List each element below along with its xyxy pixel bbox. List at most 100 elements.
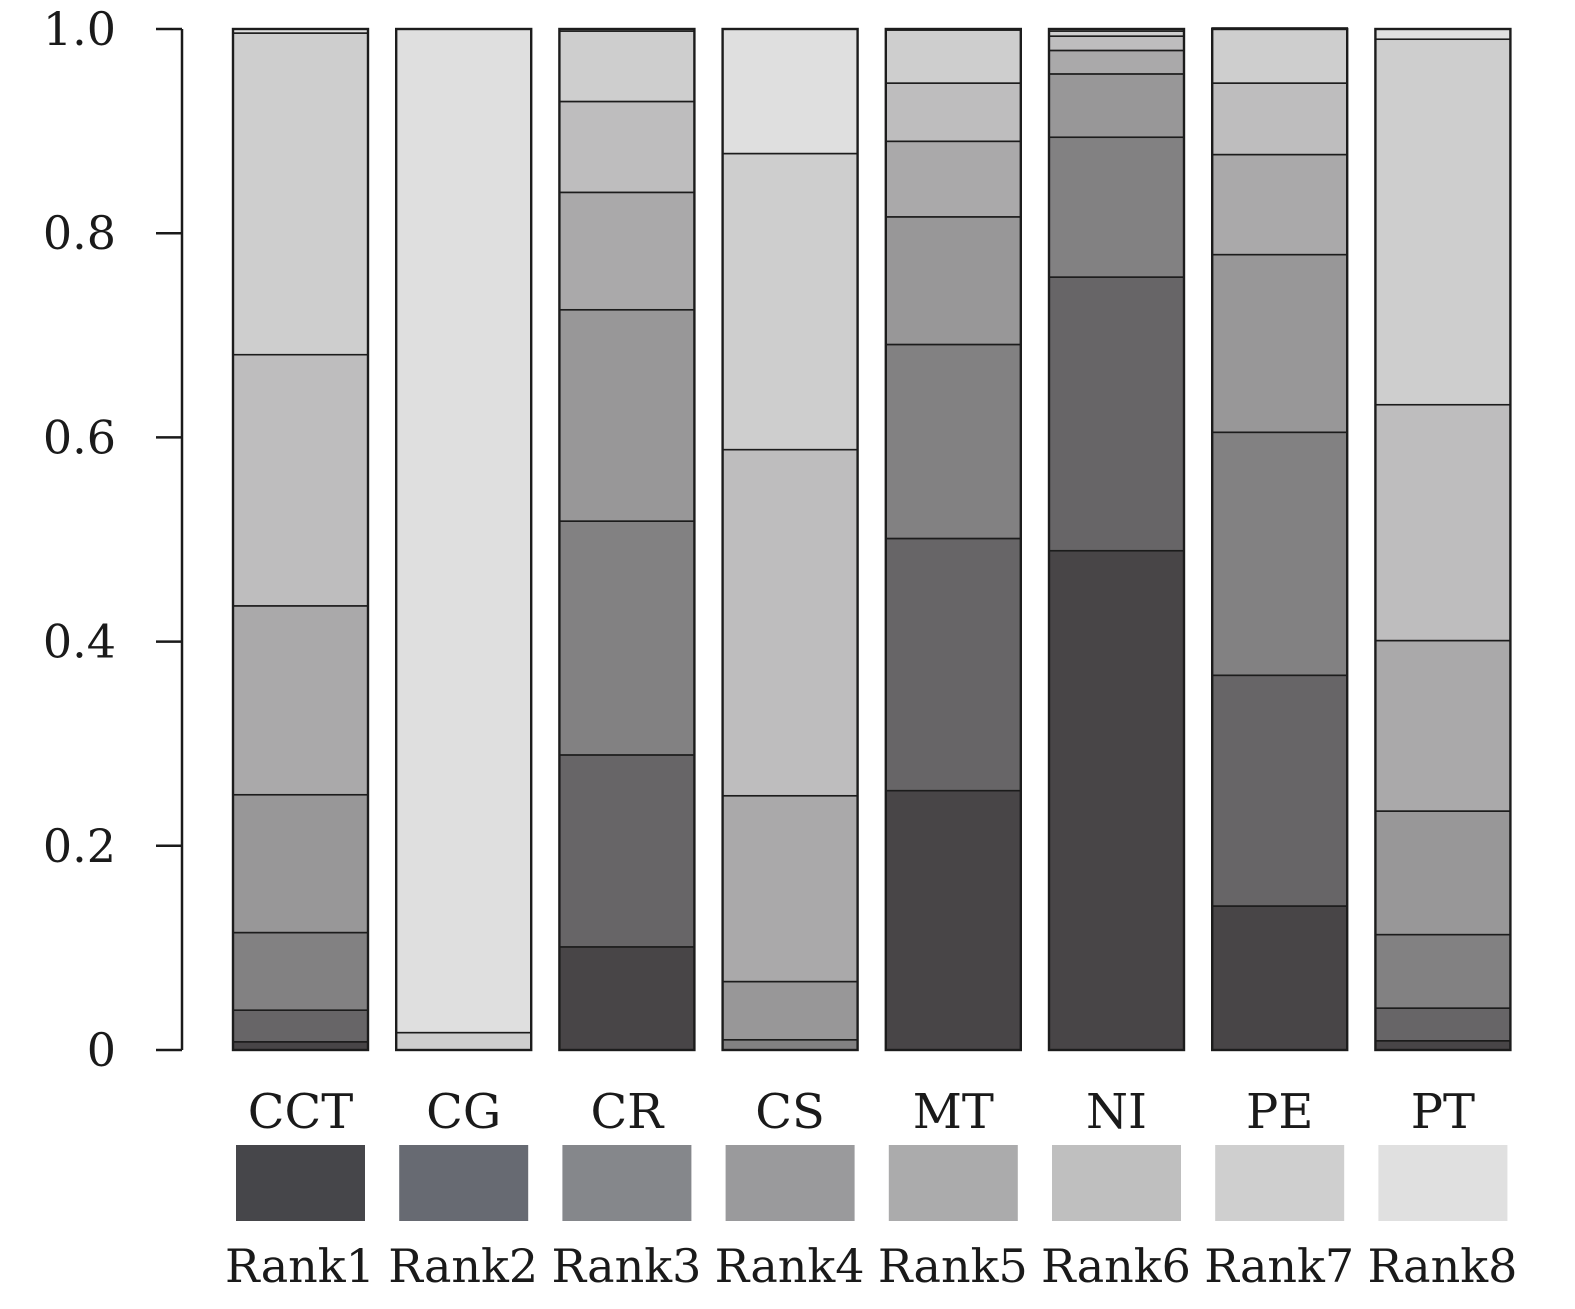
y-tick-label: 0.8 — [43, 206, 116, 260]
bar-segment-mt-rank1 — [884, 789, 1022, 1051]
bar-segment-cg-rank7 — [395, 1031, 533, 1051]
bar-segment-cct-rank3 — [232, 931, 369, 1011]
bar-segment-pe-rank6 — [1211, 82, 1348, 156]
bar-segment-cs-rank3 — [721, 1038, 859, 1051]
bar-group-ni — [1047, 27, 1186, 1052]
bar-segment-cr-rank1 — [558, 946, 696, 1051]
bar-segment-pt-rank3 — [1374, 933, 1512, 1009]
bar-segment-pe-rank1 — [1211, 905, 1348, 1051]
x-tick-labels: CCT CG CR CS MT NI PE PT — [248, 1084, 1475, 1140]
bar-outline — [558, 27, 696, 1052]
bar-group-cr — [558, 27, 696, 1052]
bar-segment-cct-rank6 — [232, 353, 369, 607]
y-tick-label: 0.4 — [43, 615, 116, 669]
legend-label: Rank6 — [1041, 1239, 1191, 1293]
bar-segment-pt-rank7 — [1374, 38, 1512, 406]
bar-segment-cs-rank6 — [721, 448, 859, 797]
y-tick-label: 1.0 — [43, 2, 116, 56]
bars — [231, 27, 1512, 1052]
bar-segment-cct-rank5 — [232, 605, 369, 796]
y-axis: 0 0.2 0.4 0.6 0.8 1.0 — [43, 2, 184, 1077]
bar-segment-pt-rank8 — [1374, 28, 1512, 41]
bar-group-mt — [884, 27, 1022, 1052]
x-tick-label: CG — [426, 1084, 501, 1140]
bar-outline — [395, 27, 533, 1052]
bar-segment-cs-rank4 — [721, 980, 859, 1041]
bar-segment-cct-rank2 — [232, 1009, 369, 1043]
bar-segment-cct-rank1 — [232, 1041, 369, 1051]
legend-label: Rank8 — [1367, 1239, 1517, 1293]
bar-segment-cr-rank5 — [558, 191, 696, 311]
legend-label: Rank2 — [388, 1239, 538, 1293]
legend-label: Rank3 — [551, 1239, 701, 1293]
bar-segment-pt-rank5 — [1374, 639, 1512, 812]
bar-group-cct — [231, 27, 370, 1052]
y-tick-label: 0 — [87, 1023, 116, 1077]
bar-segment-mt-rank6 — [884, 82, 1022, 143]
x-tick-label: PT — [1411, 1084, 1475, 1140]
bar-segment-mt-rank7 — [884, 29, 1022, 84]
legend-label: Rank7 — [1204, 1239, 1354, 1293]
bar-segment-pt-rank2 — [1374, 1007, 1512, 1042]
x-tick-label: PE — [1246, 1084, 1313, 1140]
x-tick-label: CCT — [248, 1084, 353, 1140]
bar-segment-ni-rank1 — [1048, 549, 1185, 1051]
bar-segment-cct-rank7 — [232, 32, 369, 356]
bar-outline — [884, 27, 1022, 1052]
bar-segment-pt-rank6 — [1374, 403, 1512, 642]
legend-swatch — [1052, 1145, 1181, 1221]
legend-swatch — [399, 1145, 529, 1221]
bar-segment-cr-rank6 — [558, 100, 696, 194]
bar-segment-cr-rank7 — [558, 30, 696, 103]
bar-segment-mt-rank5 — [884, 140, 1022, 218]
bar-segment-cs-rank7 — [721, 152, 859, 451]
bar-group-cs — [721, 27, 859, 1052]
bar-outline — [1047, 27, 1186, 1052]
bar-segment-cs-rank8 — [721, 28, 859, 155]
legend-swatch — [1215, 1145, 1345, 1221]
bar-group-pt — [1374, 27, 1512, 1052]
bar-segment-pt-rank1 — [1374, 1040, 1512, 1051]
legend-swatch — [725, 1145, 855, 1221]
bar-outline — [231, 27, 370, 1052]
legend-label: Rank1 — [225, 1239, 375, 1293]
legend: Rank1 Rank2 Rank3 Rank4 Rank5 Rank6 Rank7 Rank8 — [225, 1145, 1517, 1293]
bar-segment-pt-rank4 — [1374, 810, 1512, 936]
bar-segment-ni-rank4 — [1048, 73, 1185, 139]
bar-outline — [1374, 27, 1512, 1052]
bar-segment-cct-rank4 — [232, 793, 369, 934]
y-tick-label: 0.2 — [43, 819, 116, 873]
bar-segment-pe-rank3 — [1211, 431, 1348, 677]
bar-segment-cr-rank2 — [558, 754, 696, 948]
bar-segment-ni-rank3 — [1048, 136, 1185, 278]
legend-swatch — [1378, 1145, 1508, 1221]
x-tick-label: NI — [1086, 1084, 1147, 1140]
bar-segment-pe-rank4 — [1211, 253, 1348, 434]
x-tick-label: CR — [590, 1084, 665, 1140]
bar-group-pe — [1210, 27, 1349, 1052]
bar-segment-mt-rank2 — [884, 537, 1022, 792]
bar-outline — [1210, 27, 1349, 1052]
bar-group-cg — [395, 27, 533, 1052]
bar-segment-mt-rank3 — [884, 343, 1022, 540]
bar-segment-cg-rank8 — [395, 28, 533, 1034]
y-tick-label: 0.6 — [43, 410, 116, 464]
legend-label: Rank5 — [878, 1239, 1028, 1293]
bar-segment-cr-rank4 — [558, 308, 696, 522]
bar-outline — [721, 27, 859, 1052]
x-tick-label: CS — [755, 1084, 825, 1140]
bar-segment-mt-rank4 — [884, 216, 1022, 346]
bar-segment-cs-rank5 — [721, 794, 859, 983]
legend-swatch — [236, 1145, 365, 1221]
legend-swatch — [562, 1145, 692, 1221]
bar-segment-ni-rank2 — [1048, 276, 1185, 552]
bar-segment-cr-rank3 — [558, 520, 696, 756]
bar-segment-pe-rank2 — [1211, 674, 1348, 907]
x-tick-label: MT — [913, 1084, 994, 1140]
bar-segment-pe-rank5 — [1211, 153, 1348, 256]
legend-label: Rank4 — [715, 1239, 865, 1293]
bar-segment-pe-rank7 — [1211, 27, 1348, 84]
bar-segment-ni-rank5 — [1048, 49, 1185, 75]
